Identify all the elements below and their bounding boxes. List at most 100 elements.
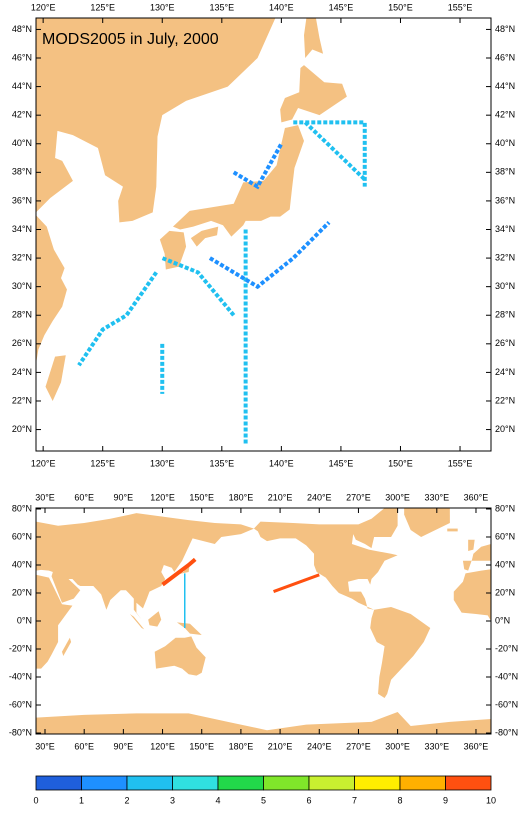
land	[453, 569, 491, 621]
lat-tick-label: 80°N	[12, 503, 32, 513]
lat-tick-label: 80°N	[495, 503, 515, 513]
lat-tick-label: 38°N	[12, 167, 32, 177]
land	[154, 636, 206, 676]
lat-tick-label: 42°N	[12, 110, 32, 120]
lat-tick-label: 0°N	[17, 615, 32, 625]
lon-tick-label: 210°E	[268, 492, 293, 502]
lat-tick-label: 48°N	[12, 24, 32, 34]
lon-tick-label: 240°E	[307, 492, 332, 502]
lat-tick-label: 28°N	[12, 310, 32, 320]
colorbar-bin	[263, 775, 310, 791]
obs-track	[77, 271, 158, 367]
lon-tick-label: 360°E	[464, 492, 489, 502]
lon-tick-label: 330°E	[424, 492, 449, 502]
lat-tick-label: 30°N	[12, 281, 32, 291]
land	[61, 637, 72, 657]
lat-tick-label: 40°N	[495, 138, 515, 148]
land	[468, 539, 475, 551]
lat-tick-label: 40°N	[12, 559, 32, 569]
colorbar-label: 2	[124, 795, 129, 805]
lat-tick-label: -20°N	[495, 643, 518, 653]
obs-track	[232, 142, 284, 190]
obs-track	[303, 120, 367, 181]
lat-tick-label: 20°N	[495, 587, 515, 597]
lon-tick-label: 140°E	[269, 2, 294, 12]
lon-tick-label: 270°E	[346, 741, 371, 751]
lat-tick-label: 28°N	[495, 310, 515, 320]
lat-tick-label: 32°N	[495, 252, 515, 262]
lat-tick-label: 20°N	[12, 424, 32, 434]
lon-tick-label: 180°E	[229, 741, 254, 751]
map-panel	[36, 508, 491, 734]
lon-tick-label: 150°E	[388, 458, 413, 468]
colorbar-bin	[399, 775, 446, 791]
colorbar-bin	[81, 775, 128, 791]
lat-tick-label: 46°N	[12, 52, 32, 62]
land	[176, 622, 202, 636]
obs-track	[293, 120, 367, 187]
lon-tick-label: 120°E	[31, 458, 56, 468]
lon-tick-label: 60°E	[74, 492, 94, 502]
lat-tick-label: 30°N	[495, 281, 515, 291]
lat-tick-label: 26°N	[12, 338, 32, 348]
lon-tick-label: 145°E	[329, 458, 354, 468]
colorbar-label: 5	[261, 795, 266, 805]
land	[148, 611, 162, 627]
lat-tick-label: 36°N	[495, 195, 515, 205]
land	[129, 613, 145, 630]
lat-tick-label: 32°N	[12, 252, 32, 262]
map-panel	[36, 18, 491, 451]
land	[36, 508, 254, 620]
lon-tick-label: 300°E	[385, 492, 410, 502]
land	[190, 226, 219, 247]
lon-tick-label: 210°E	[268, 741, 293, 751]
lat-tick-label: -60°N	[495, 699, 518, 709]
lon-tick-label: 90°E	[114, 492, 134, 502]
lat-tick-label: 0°N	[495, 615, 510, 625]
lat-tick-label: 22°N	[495, 395, 515, 405]
land	[36, 215, 67, 364]
obs-track	[208, 220, 331, 290]
colorbar-bin	[308, 775, 355, 791]
colorbar-bin	[172, 775, 219, 791]
lon-tick-label: 135°E	[209, 458, 234, 468]
colorbar-bin	[35, 775, 82, 791]
lon-tick-label: 300°E	[385, 741, 410, 751]
lon-tick-label: 130°E	[150, 2, 175, 12]
land	[36, 574, 73, 669]
land	[36, 712, 491, 734]
colorbar-label: 10	[486, 795, 496, 805]
lon-tick-label: 90°E	[114, 741, 134, 751]
lon-tick-label: 135°E	[209, 2, 234, 12]
lat-tick-label: 34°N	[495, 224, 515, 234]
land	[159, 230, 187, 270]
lat-tick-label: -80°N	[495, 727, 518, 737]
lon-tick-label: 330°E	[424, 741, 449, 751]
lon-tick-label: 60°E	[74, 741, 94, 751]
land	[370, 606, 431, 699]
lat-tick-label: 24°N	[495, 367, 515, 377]
colorbar-bin	[445, 775, 492, 791]
land	[253, 508, 398, 610]
land	[303, 18, 324, 59]
lon-tick-label: 125°E	[90, 2, 115, 12]
colorbar-label: 6	[306, 795, 311, 805]
lat-tick-label: -40°N	[9, 671, 32, 681]
lat-tick-label: 20°N	[495, 424, 515, 434]
lon-tick-label: 30°E	[35, 741, 55, 751]
colorbar-label: 1	[79, 795, 84, 805]
lon-tick-label: 140°E	[269, 458, 294, 468]
land	[447, 528, 458, 532]
lat-tick-label: 40°N	[12, 138, 32, 148]
colorbar-label: 3	[170, 795, 175, 805]
obs-track	[161, 557, 197, 587]
lat-tick-label: -60°N	[9, 699, 32, 709]
lat-tick-label: 40°N	[495, 559, 515, 569]
land	[45, 355, 66, 401]
lon-tick-label: 125°E	[90, 458, 115, 468]
lat-tick-label: 36°N	[12, 195, 32, 205]
colorbar-label: 8	[397, 795, 402, 805]
lat-tick-label: 38°N	[495, 167, 515, 177]
lon-tick-label: 150°E	[388, 2, 413, 12]
